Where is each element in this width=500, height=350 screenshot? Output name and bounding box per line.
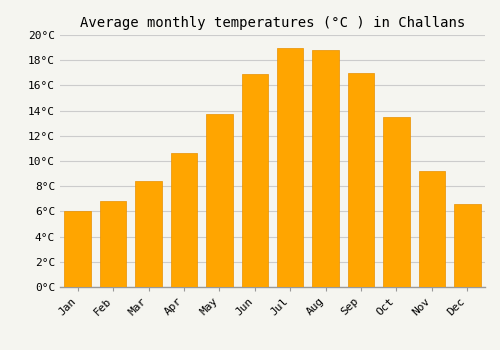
Bar: [100, 201, 126, 287]
Bar: [242, 74, 268, 287]
Bar: [454, 204, 480, 287]
Bar: [170, 153, 197, 287]
Bar: [383, 117, 409, 287]
Bar: [136, 181, 162, 287]
Title: Average monthly temperatures (°C ) in Challans: Average monthly temperatures (°C ) in Ch…: [80, 16, 465, 30]
Bar: [418, 171, 445, 287]
Bar: [312, 50, 339, 287]
Bar: [277, 48, 303, 287]
Bar: [206, 114, 233, 287]
Bar: [64, 211, 91, 287]
Bar: [348, 73, 374, 287]
